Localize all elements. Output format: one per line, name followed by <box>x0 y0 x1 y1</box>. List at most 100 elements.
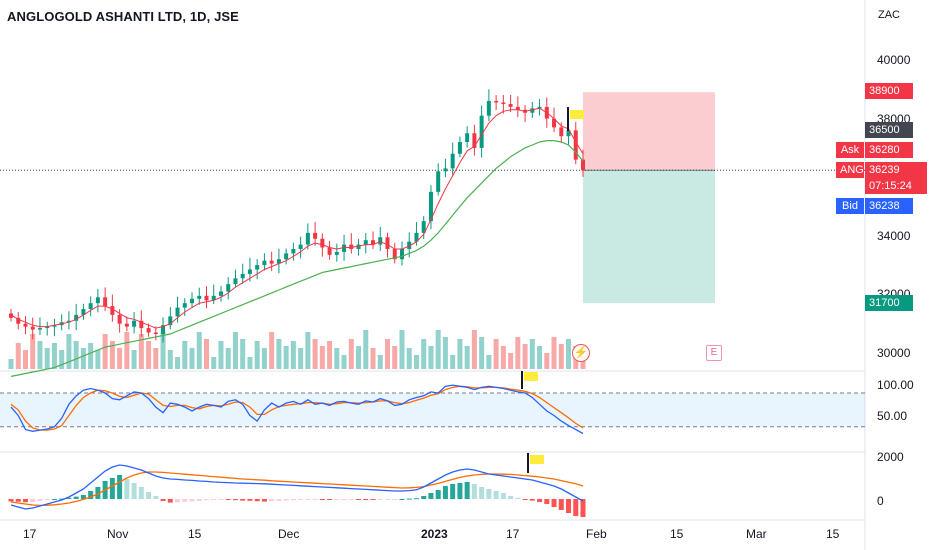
volume-bar <box>247 357 253 369</box>
candle-body <box>291 248 296 254</box>
ask-label: Ask <box>836 142 864 158</box>
volume-bar <box>348 339 354 369</box>
time-axis-label: 15 <box>826 527 840 541</box>
alert-flag-pole <box>521 371 523 389</box>
macd-histogram-bar <box>95 487 101 499</box>
volume-bar <box>522 344 528 369</box>
candle-body <box>559 127 564 137</box>
volume-bar <box>44 348 50 369</box>
macd-histogram-bar <box>529 499 535 501</box>
macd-histogram-bar <box>218 499 224 500</box>
macd-histogram-bar <box>196 499 202 501</box>
candle-body <box>262 260 267 266</box>
volume-bar <box>66 334 72 369</box>
candle-body <box>276 259 281 264</box>
candle-body <box>298 244 303 249</box>
macd-histogram-bar <box>182 499 188 502</box>
macd-histogram-bar <box>544 499 550 504</box>
bar-countdown: 07:15:24 <box>865 178 927 194</box>
candle-body <box>349 244 354 249</box>
candle-body <box>52 325 57 327</box>
candle-body <box>204 295 209 301</box>
volume-bar <box>160 332 166 369</box>
macd-histogram-bar <box>290 499 296 501</box>
volume-bar <box>327 341 333 369</box>
macd-histogram-bar <box>464 482 470 499</box>
candle-body <box>305 232 310 245</box>
volume-bar <box>80 348 86 369</box>
macd-histogram-bar <box>160 499 166 501</box>
volume-bar <box>211 357 217 369</box>
volume-bar <box>153 348 159 369</box>
macd-histogram-bar <box>167 499 173 503</box>
time-axis-label: Feb <box>586 527 607 541</box>
alert-flag-icon[interactable] <box>530 455 544 464</box>
candle-body <box>342 244 347 252</box>
candle-body <box>515 106 520 110</box>
macd-histogram-bar <box>319 499 325 500</box>
candle-body <box>197 295 202 299</box>
candle-body <box>472 133 477 148</box>
alert-flag-icon[interactable] <box>570 110 584 119</box>
macd-histogram-bar <box>442 486 448 499</box>
macd-histogram-bar <box>189 499 195 502</box>
macd-histogram-bar <box>240 499 246 501</box>
lightning-icon[interactable]: ⚡ <box>572 344 590 362</box>
volume-bar <box>406 348 412 369</box>
volume-bar <box>22 350 28 369</box>
volume-bar <box>356 346 362 369</box>
chart-title[interactable]: ANGLOGOLD ASHANTI LTD, 1D, JSE <box>7 9 239 24</box>
volume-bar <box>450 355 456 369</box>
volume-bar <box>428 346 434 369</box>
volume-bar <box>479 337 485 369</box>
alert-flag-icon[interactable] <box>524 372 538 381</box>
macd-line <box>10 464 584 510</box>
volume-bar <box>182 341 188 369</box>
macd-histogram-bar <box>573 499 579 516</box>
candle-body <box>211 295 216 301</box>
macd-histogram-bar <box>537 499 543 502</box>
candle-body <box>132 320 137 327</box>
candle-body <box>66 320 71 323</box>
candle-body <box>74 314 79 321</box>
volume-bar <box>203 339 209 369</box>
volume-bar <box>189 348 195 369</box>
candle-body <box>45 326 50 329</box>
candle-body <box>581 159 585 171</box>
macd-histogram-bar <box>211 499 217 500</box>
volume-bar <box>254 341 260 369</box>
volume-bar <box>341 355 347 369</box>
volume-bar <box>377 355 383 369</box>
volume-bar <box>269 332 275 369</box>
volume-bar <box>363 330 369 369</box>
candle-body <box>399 248 404 260</box>
candle-body <box>392 248 397 260</box>
candle-body <box>407 241 412 249</box>
candle-body <box>175 307 180 317</box>
volume-bar <box>225 348 231 369</box>
volume-bar <box>290 341 296 369</box>
ask-price-tag: 36280 <box>865 142 913 158</box>
macd-histogram-bar <box>80 495 86 499</box>
time-axis-label: 17 <box>506 527 520 541</box>
macd-histogram-bar <box>471 484 477 499</box>
candle-body <box>182 303 187 308</box>
time-axis-label: Dec <box>278 527 300 541</box>
candle-body <box>327 247 332 255</box>
candle-body <box>255 265 260 270</box>
candle-body <box>494 101 499 103</box>
candle-body <box>146 328 151 333</box>
macd-histogram-bar <box>175 499 181 503</box>
macd-axis-label: 2000 <box>877 450 904 464</box>
macd-histogram-bar <box>283 499 289 501</box>
volume-bar <box>566 339 572 369</box>
candle-body <box>117 314 122 324</box>
earnings-icon[interactable]: E <box>706 345 722 361</box>
macd-histogram-bar <box>334 499 340 500</box>
candle-body <box>313 232 318 239</box>
alert-flag-pole <box>527 453 529 473</box>
volume-bar <box>30 334 36 369</box>
candle-body <box>552 118 557 128</box>
candle-body <box>414 232 419 242</box>
